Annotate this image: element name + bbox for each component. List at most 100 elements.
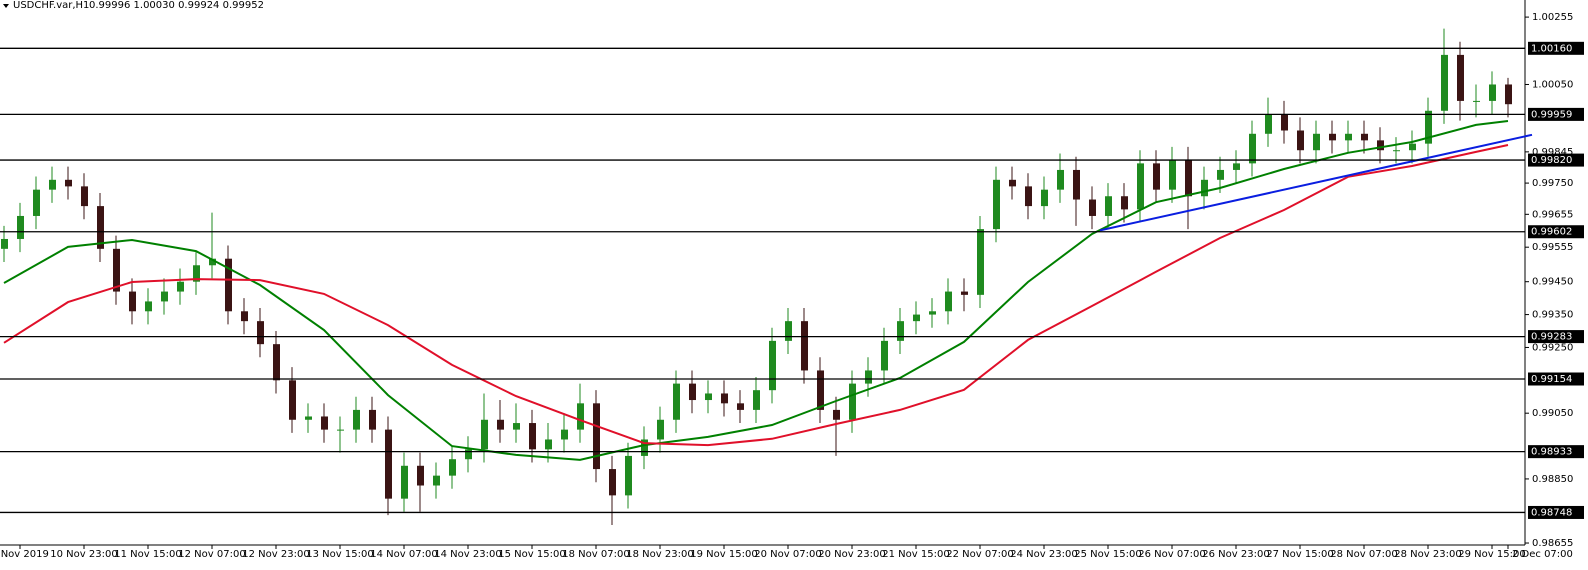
candle-body	[1009, 179, 1016, 187]
candle-body	[577, 403, 584, 430]
x-tick-label: 12 Nov 23:00	[242, 549, 309, 560]
candle-body	[353, 409, 360, 430]
x-tick-label: 24 Nov 23:00	[1010, 549, 1077, 560]
candle-body	[737, 403, 744, 410]
candle-body	[785, 321, 792, 341]
candle-body	[1473, 100, 1480, 102]
quote: 0.99996 1.00030 0.99924 0.99952	[89, 0, 264, 11]
candle-body	[1089, 199, 1096, 216]
x-tick-label: 10 Nov 23:00	[50, 549, 117, 560]
candle-body	[1377, 140, 1384, 151]
candle-body	[401, 465, 408, 499]
x-tick-label: 27 Nov 15:00	[1266, 549, 1333, 560]
candle-body	[241, 311, 248, 322]
candle-body	[849, 383, 856, 420]
candle-body	[1409, 143, 1416, 151]
candle-body	[161, 291, 168, 302]
indicator-line	[1099, 133, 1533, 232]
candle-body	[1361, 133, 1368, 141]
candle-body	[225, 258, 232, 312]
candle-body	[529, 423, 536, 450]
level-label: 0.99820	[1531, 155, 1572, 166]
candle-body	[1489, 84, 1496, 101]
candle-body	[881, 340, 888, 371]
candle-body	[609, 469, 616, 496]
candle-body	[817, 370, 824, 410]
candle-body	[417, 465, 424, 486]
candle-body	[177, 281, 184, 292]
candle-body	[513, 423, 520, 430]
candle-body	[1313, 133, 1320, 151]
candle-body	[865, 370, 872, 384]
candle-body	[1073, 169, 1080, 200]
candle-body	[1121, 196, 1128, 210]
candle-body	[193, 265, 200, 282]
candle-body	[1249, 133, 1256, 164]
candle-body	[1105, 196, 1112, 216]
candle-body	[1025, 186, 1032, 207]
candle-body	[769, 340, 776, 391]
candle-body	[945, 291, 952, 312]
candle-body	[993, 179, 1000, 230]
x-tick-label: 2 Dec 07:00	[1512, 549, 1573, 560]
candle-body	[465, 449, 472, 460]
candle-body	[673, 383, 680, 420]
candle-body	[625, 455, 632, 496]
candle-body	[385, 429, 392, 499]
level-label-box	[1528, 107, 1584, 121]
candle-body	[1, 238, 8, 249]
candle-body	[1505, 84, 1512, 105]
candle-body	[657, 419, 664, 440]
x-tick-label: 22 Nov 07:00	[946, 549, 1013, 560]
candle-body	[1281, 114, 1288, 131]
x-tick-label: 20 Nov 23:00	[818, 549, 885, 560]
candle-body	[1265, 114, 1272, 134]
level-label: 0.99602	[1531, 227, 1572, 238]
candle-body	[593, 403, 600, 470]
candle-body	[81, 186, 88, 207]
x-tick-label: 18 Nov 07:00	[562, 549, 629, 560]
level-label: 0.99154	[1531, 374, 1572, 385]
candle-body	[369, 409, 376, 430]
candle-body	[321, 416, 328, 430]
candle-body	[753, 390, 760, 410]
candle-body	[97, 206, 104, 249]
candle-body	[1041, 189, 1048, 207]
indicator-line	[3, 144, 1509, 447]
level-label: 0.98933	[1531, 447, 1572, 458]
level-label-box	[1528, 153, 1584, 167]
candle-body	[1425, 110, 1432, 144]
level-label-box	[1528, 41, 1584, 55]
candle-body	[449, 459, 456, 476]
candle-body	[273, 344, 280, 381]
symbol-title: USDCHF.var,H1	[13, 0, 89, 11]
candle-body	[1169, 160, 1176, 190]
level-label: 1.00160	[1531, 43, 1572, 54]
indicator-line	[3, 120, 1509, 461]
candle-body	[337, 429, 344, 431]
candle-body	[833, 409, 840, 420]
x-tick-label: 25 Nov 15:00	[1074, 549, 1141, 560]
y-tick-label: 1.00255	[1532, 12, 1573, 23]
y-tick-label: 0.99350	[1532, 310, 1573, 321]
y-tick-label: 0.99655	[1532, 209, 1573, 220]
level-label-box	[1528, 330, 1584, 344]
candle-body	[49, 179, 56, 190]
menu-arrow[interactable]	[3, 4, 9, 8]
y-tick-label: 0.99050	[1532, 408, 1573, 419]
x-tick-label: 26 Nov 07:00	[1138, 549, 1205, 560]
candle-body	[33, 189, 40, 216]
x-tick-label: 28 Nov 23:00	[1394, 549, 1461, 560]
level-label: 0.99283	[1531, 332, 1572, 343]
candle-body	[1457, 54, 1464, 101]
x-tick-label: 12 Nov 07:00	[178, 549, 245, 560]
candle-body	[545, 439, 552, 450]
y-tick-label: 1.00050	[1532, 79, 1573, 90]
candle-body	[1057, 169, 1064, 190]
y-tick-label: 0.99450	[1532, 277, 1573, 288]
candle-body	[913, 314, 920, 322]
y-tick-label: 0.99555	[1532, 242, 1573, 253]
candle-body	[801, 321, 808, 371]
